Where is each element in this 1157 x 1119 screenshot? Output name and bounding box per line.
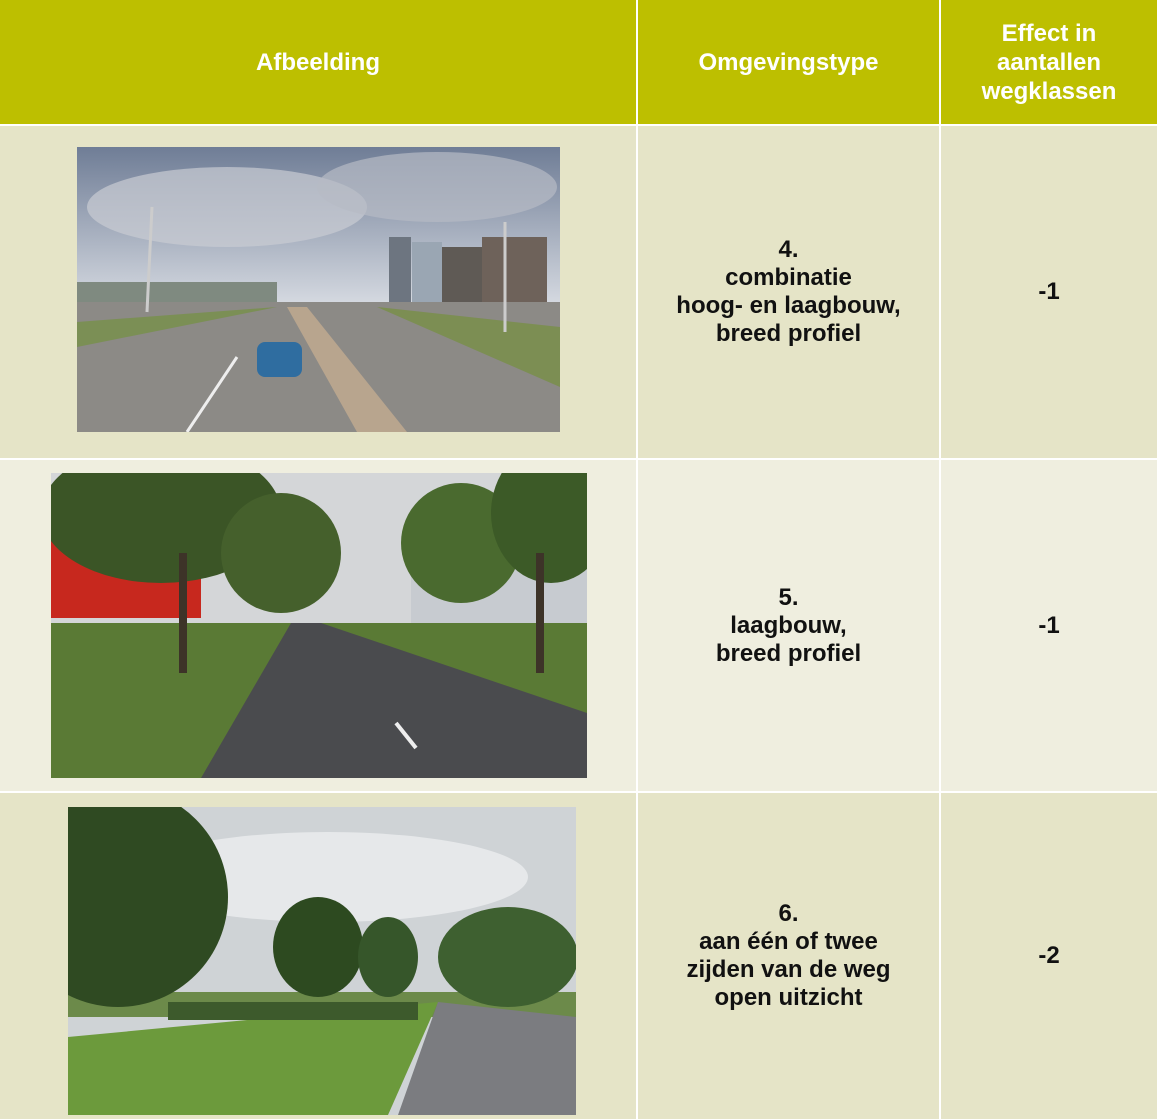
text-line: Omgevingstype	[698, 48, 879, 76]
header-cell: Afbeelding	[0, 0, 636, 124]
text-line: breed profiel	[715, 320, 862, 347]
effect-cell: -2	[941, 793, 1157, 1119]
text-line: zijden van de weg	[686, 956, 891, 983]
type-cell: 4. combinatie hoog- en laagbouw, breed prof…	[638, 126, 939, 458]
text-line: aantallen	[996, 48, 1102, 76]
text-line: Afbeelding	[256, 48, 380, 76]
type-cell: 5. laagbouw, breed profiel	[638, 460, 939, 791]
text-line: hoog- en laagbouw,	[676, 292, 901, 319]
street-photo	[68, 807, 576, 1115]
text-line: 5.	[778, 583, 799, 611]
text-line: open uitzicht	[714, 984, 863, 1011]
type-cell: 6. aan één of twee zijden van de weg open u…	[638, 793, 939, 1119]
text-line: Effect in	[1001, 19, 1097, 47]
street-photo	[51, 473, 587, 778]
text-line: breed profiel	[715, 639, 862, 667]
text-line: combinatie	[725, 264, 852, 291]
header-cell: Omgevingstype	[638, 0, 939, 124]
effect-cell: -1	[941, 126, 1157, 458]
effect-cell: -1	[941, 460, 1157, 791]
text-line: 4.	[778, 236, 799, 263]
street-photo	[77, 147, 560, 432]
text-line: aan één of twee	[699, 928, 878, 955]
header-cell: Effect in aantallen wegklassen	[941, 0, 1157, 124]
text-line: 6.	[778, 900, 799, 927]
text-line: laagbouw,	[730, 611, 847, 639]
text-line: wegklassen	[981, 77, 1117, 105]
